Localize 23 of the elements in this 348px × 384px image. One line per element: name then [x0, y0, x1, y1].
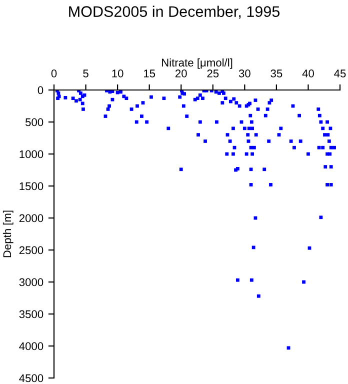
- x-tick-label: 5: [83, 70, 88, 78]
- y-tick-label: 2500: [19, 246, 44, 254]
- x-axis-title: Nitrate [μmol/l]: [162, 58, 232, 69]
- x-tick-label: 45: [334, 70, 346, 78]
- x-tick-label: 0: [51, 70, 57, 78]
- x-tick-label: 20: [175, 70, 187, 78]
- y-tick-label: 3500: [19, 310, 44, 318]
- chart-title: MODS2005 in December, 1995: [69, 6, 280, 19]
- y-tick-label: 1500: [20, 182, 44, 190]
- y-tick-label: 0: [38, 86, 44, 94]
- x-tick-label: 10: [112, 70, 124, 78]
- x-tick-label: 25: [207, 70, 219, 78]
- y-tick-label: 4500: [19, 374, 44, 382]
- y-tick-label: 500: [25, 118, 44, 126]
- x-tick-label: 40: [302, 70, 314, 78]
- y-tick-label: 4000: [19, 342, 44, 350]
- x-tick-label: 35: [270, 70, 282, 78]
- x-tick-label: 30: [238, 70, 250, 78]
- y-tick-label: 1000: [20, 150, 44, 158]
- y-axis-title: Depth [m]: [2, 210, 14, 258]
- y-tick-label: 2000: [19, 214, 44, 222]
- y-tick-label: 3000: [19, 278, 44, 286]
- x-tick-label: 15: [144, 70, 156, 78]
